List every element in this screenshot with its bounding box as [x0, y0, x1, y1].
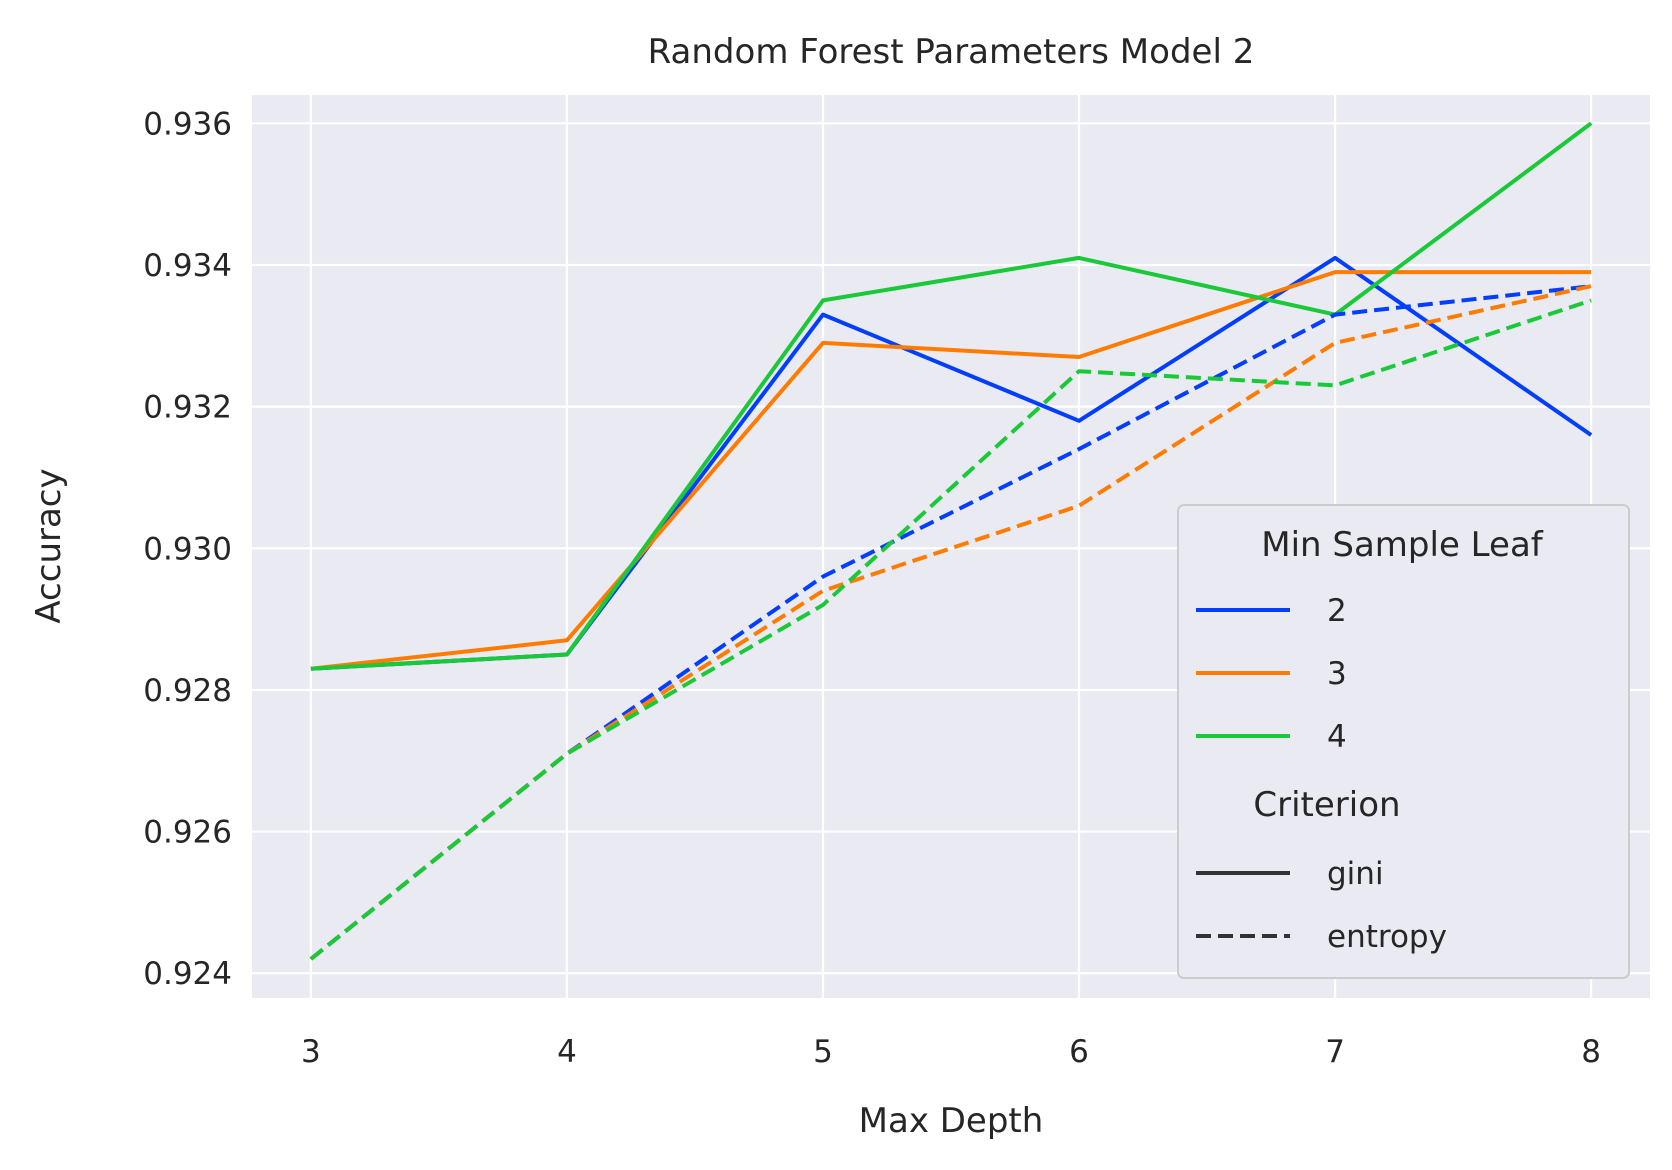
- x-tick-label-3: 3: [301, 1034, 321, 1070]
- x-tick-label-7: 7: [1325, 1034, 1345, 1070]
- legend-title-min-sample-leaf: Min Sample Leaf: [1261, 525, 1544, 565]
- x-tick-label-4: 4: [557, 1034, 577, 1070]
- chart-title: Random Forest Parameters Model 2: [648, 32, 1255, 72]
- y-tick-labels: 0.924 0.926 0.928 0.930 0.932 0.934 0.936: [143, 106, 232, 992]
- legend-label-entropy: entropy: [1327, 919, 1447, 955]
- y-tick-label-0: 0.924: [143, 956, 232, 992]
- y-tick-label-1: 0.926: [143, 815, 232, 851]
- series-line-leaf-4-gini: [310, 121, 1593, 671]
- x-tick-labels: 3 4 5 6 7 8: [301, 1034, 1601, 1070]
- y-tick-label-6: 0.936: [143, 106, 232, 142]
- series-line-leaf-4-entropy: [309, 298, 1592, 961]
- series-lines: [309, 121, 1593, 961]
- legend-label-gini: gini: [1327, 856, 1384, 892]
- y-tick-label-4: 0.932: [143, 390, 232, 426]
- x-tick-label-6: 6: [1069, 1034, 1089, 1070]
- y-axis-label: Accuracy: [29, 468, 69, 623]
- legend-label-4: 4: [1327, 719, 1347, 755]
- series-line-leaf-3-gini: [310, 270, 1592, 671]
- x-tick-label-5: 5: [813, 1034, 833, 1070]
- y-tick-label-2: 0.928: [143, 673, 232, 709]
- legend-box: [1177, 504, 1630, 979]
- legend-label-2: 2: [1327, 593, 1347, 629]
- x-axis-label: Max Depth: [859, 1101, 1044, 1141]
- x-tick-label-8: 8: [1581, 1034, 1601, 1070]
- y-tick-label-3: 0.930: [143, 531, 232, 567]
- y-tick-label-5: 0.934: [143, 248, 232, 284]
- legend-label-3: 3: [1327, 656, 1347, 692]
- legend: Min Sample Leaf 2 3 4 Criterion gini entrop…: [1177, 504, 1630, 979]
- legend-title-criterion: Criterion: [1253, 785, 1400, 825]
